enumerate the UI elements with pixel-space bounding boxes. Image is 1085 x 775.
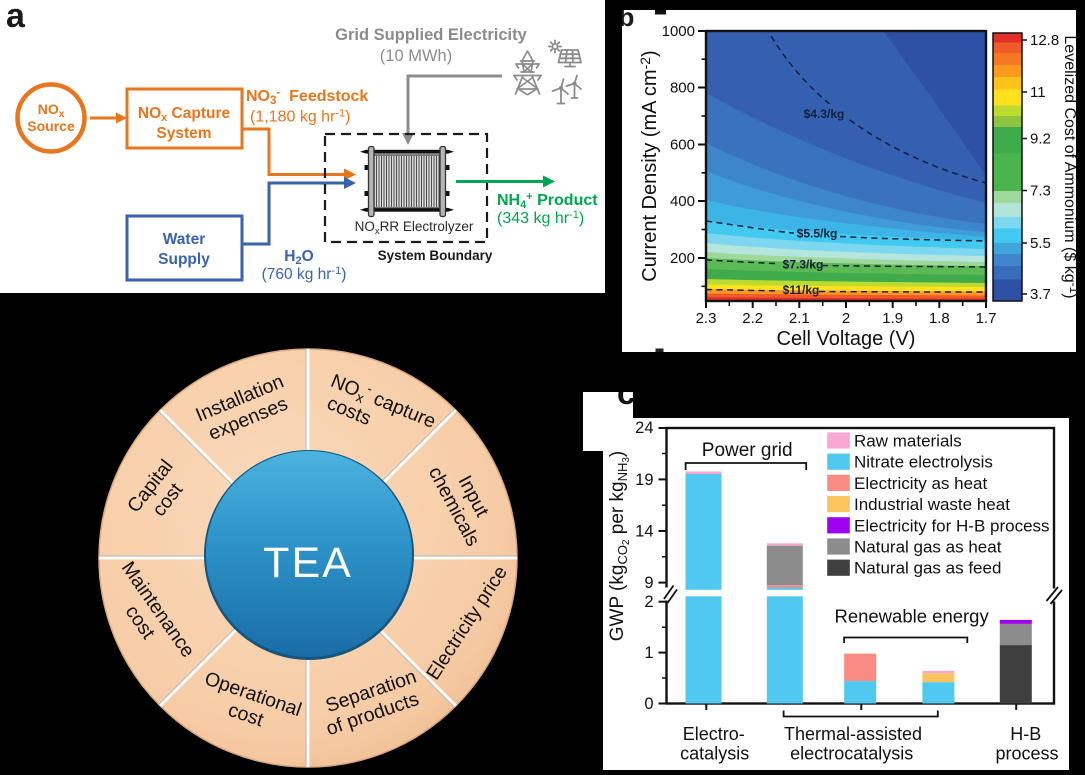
svg-text:NOxRR Electrolyzer: NOxRR Electrolyzer: [355, 219, 474, 237]
svg-text:2.1: 2.1: [789, 310, 810, 327]
svg-text:a: a: [6, 0, 26, 35]
svg-text:Cell Voltage (V): Cell Voltage (V): [777, 328, 916, 350]
svg-text:H-B: H-B: [1010, 724, 1041, 744]
svg-text:400: 400: [670, 193, 695, 210]
svg-text:Grid Supplied Electricity: Grid Supplied Electricity: [335, 26, 527, 44]
svg-text:TEA: TEA: [263, 539, 353, 587]
svg-text:Supply: Supply: [158, 251, 210, 268]
svg-text:Electricity as heat: Electricity as heat: [854, 474, 987, 493]
svg-text:2.2: 2.2: [742, 310, 763, 327]
svg-text:200: 200: [670, 250, 695, 267]
svg-text:1000: 1000: [662, 23, 695, 40]
svg-text:electrocatalysis: electrocatalysis: [790, 744, 913, 764]
svg-text:1.7: 1.7: [976, 310, 997, 327]
svg-text:Raw materials: Raw materials: [854, 432, 962, 451]
svg-text:Levelized Cost of Ammonium ($: Levelized Cost of Ammonium ($ kg-1): [1061, 35, 1076, 298]
svg-text:GWP (kgCO2 per kgNH3): GWP (kgCO2 per kgNH3): [607, 451, 632, 642]
svg-text:9: 9: [644, 574, 653, 592]
svg-text:1: 1: [644, 644, 653, 662]
svg-text:3.7: 3.7: [1030, 286, 1051, 303]
svg-text:24: 24: [635, 419, 653, 437]
svg-text:$5.5/kg: $5.5/kg: [797, 227, 838, 241]
svg-text:2: 2: [644, 593, 653, 611]
svg-text:12.8: 12.8: [1030, 32, 1059, 49]
svg-text:5.5: 5.5: [1030, 235, 1051, 252]
svg-text:Current Density (mA cm-2): Current Density (mA cm-2): [637, 50, 661, 281]
svg-text:11: 11: [1030, 84, 1046, 101]
svg-text:System Boundary: System Boundary: [378, 248, 493, 263]
svg-text:Source: Source: [27, 118, 75, 134]
svg-text:H2O: H2O: [284, 248, 313, 267]
svg-text:(343 kg hr-1): (343 kg hr-1): [497, 209, 584, 227]
svg-text:NOx: NOx: [38, 101, 65, 120]
svg-text:Renewable energy: Renewable energy: [834, 606, 989, 627]
svg-text:Water: Water: [163, 231, 206, 248]
svg-text:Natural gas as feed: Natural gas as feed: [854, 559, 1001, 578]
svg-text:System: System: [156, 125, 211, 142]
svg-text:2: 2: [842, 310, 850, 327]
svg-text:7.3: 7.3: [1030, 183, 1051, 200]
svg-text:NO3- Feedstock: NO3- Feedstock: [246, 87, 368, 107]
svg-text:Electricity for H-B process: Electricity for H-B process: [854, 516, 1050, 535]
svg-text:800: 800: [670, 80, 695, 97]
svg-text:(760 kg hr-1): (760 kg hr-1): [262, 265, 347, 283]
svg-text:NH4+ Product: NH4+ Product: [497, 191, 598, 211]
svg-text:14: 14: [635, 523, 653, 541]
svg-text:b: b: [622, 10, 634, 32]
svg-text:Electro-: Electro-: [683, 724, 745, 744]
svg-text:$7.3/kg: $7.3/kg: [783, 258, 824, 272]
svg-text:process: process: [995, 744, 1058, 764]
svg-text:(10 MWh): (10 MWh): [380, 47, 452, 65]
svg-text:Thermal-assisted: Thermal-assisted: [784, 724, 922, 744]
svg-text:19: 19: [635, 471, 653, 489]
svg-text:catalysis: catalysis: [680, 744, 749, 764]
svg-text:1.8: 1.8: [929, 310, 950, 327]
svg-text:Industrial waste heat: Industrial waste heat: [854, 495, 1010, 514]
svg-text:$4.3/kg: $4.3/kg: [804, 107, 845, 121]
svg-text:Natural gas as heat: Natural gas as heat: [854, 538, 1002, 557]
svg-text:Power grid: Power grid: [702, 440, 793, 461]
svg-text:9.2: 9.2: [1030, 131, 1051, 148]
svg-text:$11/kg: $11/kg: [783, 283, 820, 297]
svg-text:Nitrate electrolysis: Nitrate electrolysis: [854, 453, 993, 472]
svg-text:0: 0: [644, 695, 653, 713]
svg-text:NOx Capture: NOx Capture: [138, 105, 231, 124]
svg-text:(1,180 kg hr-1): (1,180 kg hr-1): [250, 108, 351, 126]
svg-text:600: 600: [670, 137, 695, 154]
svg-text:2.3: 2.3: [696, 310, 717, 327]
svg-text:1.9: 1.9: [882, 310, 903, 327]
